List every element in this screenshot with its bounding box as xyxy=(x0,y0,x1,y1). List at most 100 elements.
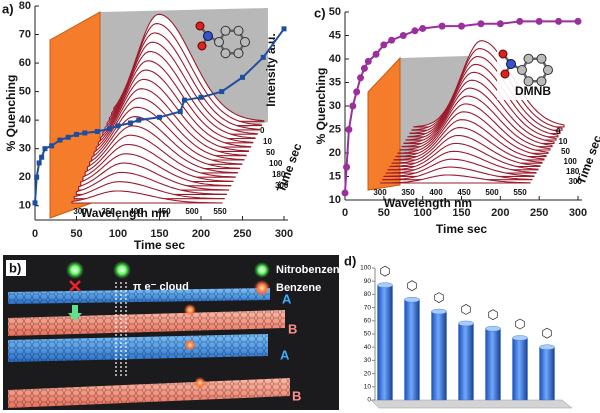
bar-top xyxy=(485,326,501,332)
legend-label: Nitrobenzene xyxy=(276,264,346,276)
x-tick-label: 0 xyxy=(342,207,348,219)
y-tick-label: 10 xyxy=(329,194,341,206)
carbon-atom xyxy=(220,25,231,36)
data-point xyxy=(574,17,582,25)
inset-x-tick-label: 300 xyxy=(373,188,387,197)
inset-z-tick-label: 300 xyxy=(569,177,583,186)
y-tick-label: 15 xyxy=(329,170,341,182)
data-point xyxy=(281,26,287,32)
floor xyxy=(370,399,573,409)
y-tick-label: 0 xyxy=(367,397,371,404)
y-tick-label: 20 xyxy=(364,370,372,377)
data-point xyxy=(42,146,48,152)
inset-x-tick-label: 550 xyxy=(213,207,227,216)
data-point xyxy=(364,57,372,65)
spectrum-curve xyxy=(71,190,223,204)
data-point xyxy=(349,102,357,110)
inset-x-tick-label: 350 xyxy=(401,188,415,197)
data-point xyxy=(341,189,349,197)
data-point xyxy=(94,129,100,135)
inset-z-tick-label: 50 xyxy=(561,147,570,156)
carbon-atom xyxy=(233,48,244,59)
data-point xyxy=(343,163,351,171)
bar xyxy=(539,347,555,401)
carbon-atom xyxy=(536,76,547,87)
x-tick-label: 250 xyxy=(233,228,251,240)
data-point xyxy=(177,109,183,115)
legend-label: Benzene xyxy=(276,282,321,294)
y-tick-label: 50 xyxy=(329,6,341,18)
y-axis-label: % Quenching xyxy=(4,75,18,152)
bar xyxy=(458,323,474,401)
panel-label-box xyxy=(6,260,26,276)
data-point xyxy=(458,22,465,30)
y-tick-label: 20 xyxy=(329,147,341,159)
x-tick-label: 50 xyxy=(378,207,390,219)
y-tick-label: 60 xyxy=(364,318,372,325)
spectrum-curve xyxy=(381,166,533,181)
carbon-atom xyxy=(543,65,553,75)
panel-label: a) xyxy=(2,1,14,16)
data-point xyxy=(388,36,396,44)
inset-y-label: Intensity a.u. xyxy=(264,33,278,106)
bar-top xyxy=(431,308,447,315)
inset-x-tick-label: 400 xyxy=(429,188,443,197)
carbon-atom xyxy=(214,37,224,47)
inset-z-tick-label: 50 xyxy=(266,148,275,157)
structure-icon xyxy=(380,265,390,277)
molecule-label: DMNB xyxy=(515,84,551,98)
oxygen-atom xyxy=(500,69,510,79)
data-point xyxy=(39,154,45,160)
data-point xyxy=(136,117,142,123)
inset-x-tick-label: 350 xyxy=(101,207,115,216)
data-point xyxy=(353,88,361,96)
panel-label: b) xyxy=(9,260,21,275)
y-tick-label: 50 xyxy=(19,86,31,98)
structure-icon xyxy=(542,327,552,339)
y-tick-label: 80 xyxy=(19,0,31,12)
data-point xyxy=(49,143,55,149)
carbon-atom xyxy=(517,65,527,75)
data-point xyxy=(372,50,380,58)
benzene-glow xyxy=(184,339,196,351)
data-point xyxy=(82,130,88,136)
inset-x-tick-label: 500 xyxy=(485,188,499,197)
y-tick-label: 30 xyxy=(329,100,341,112)
nitrobenzene-glow xyxy=(66,261,84,279)
data-point xyxy=(357,74,365,82)
oxygen-atom xyxy=(197,41,207,51)
data-point xyxy=(477,20,485,28)
data-point xyxy=(36,160,42,166)
carbon-atom xyxy=(536,53,547,64)
y-tick-label: 45 xyxy=(329,29,341,41)
graphene-lattice xyxy=(8,288,270,304)
y-tick-label: 40 xyxy=(364,344,372,351)
bar xyxy=(377,284,393,401)
bar xyxy=(431,311,447,401)
y-tick-label: 70 xyxy=(364,304,372,311)
data-point xyxy=(260,54,266,60)
data-point xyxy=(380,41,388,49)
y-tick-label: 50 xyxy=(364,331,372,338)
data-point xyxy=(157,114,162,120)
x-tick-label: 200 xyxy=(192,228,210,240)
bar xyxy=(512,337,528,401)
panel-label: d) xyxy=(344,253,356,268)
y-tick-label: 20 xyxy=(19,171,31,183)
layer-label: A xyxy=(280,347,290,362)
data-point xyxy=(219,89,225,95)
inset-z-tick-label: 10 xyxy=(263,137,272,146)
data-point xyxy=(516,17,524,25)
inset-x-tick-label: 450 xyxy=(157,207,171,216)
oxygen-atom xyxy=(195,21,205,31)
y-tick-label: 10 xyxy=(19,200,31,212)
data-point xyxy=(198,94,204,100)
x-tick-label: 150 xyxy=(150,228,168,240)
data-point xyxy=(345,126,353,133)
nitrogen-atom xyxy=(203,31,213,41)
legend-marker xyxy=(254,262,270,278)
y-tick-label: 40 xyxy=(329,53,341,65)
